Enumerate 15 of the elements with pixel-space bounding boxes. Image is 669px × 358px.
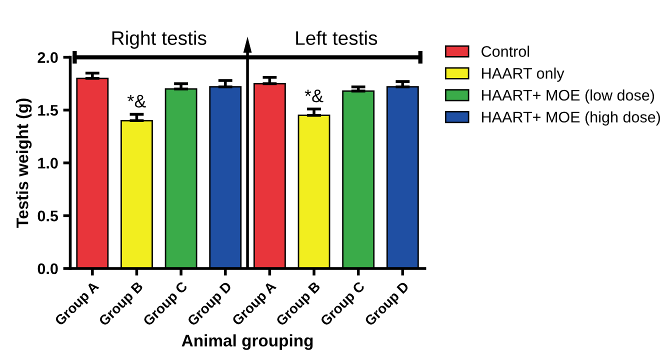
y-tick-label: 2.0 [38, 52, 58, 63]
data-label: *& [304, 90, 324, 102]
y-tick-label: 0.0 [38, 263, 58, 274]
y-axis-title: Testis weight (g) [16, 98, 32, 228]
y-tick-label: 1.5 [38, 105, 58, 116]
x-axis-title: Animal grouping [182, 334, 313, 350]
data-label: *& [127, 94, 146, 108]
text: Right testis [112, 30, 206, 49]
y-tick-label: 1.0 [38, 158, 58, 169]
legend-label: HAART only [482, 68, 564, 82]
legend-label: HAART+ MOE (high dose) [482, 111, 660, 126]
y-tick-label: 0.5 [38, 210, 58, 222]
legend-label: HAART+ MOE (low dose) [482, 89, 654, 104]
text: Left testis [296, 30, 378, 45]
legend-label: Control [482, 46, 530, 57]
